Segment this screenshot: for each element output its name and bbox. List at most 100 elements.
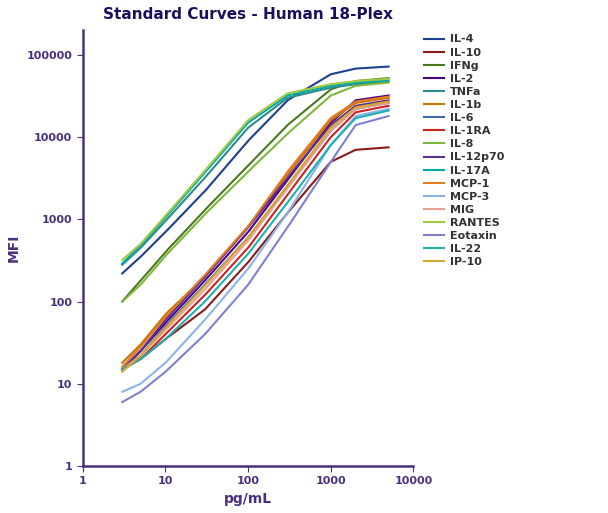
IL-1RA: [120, 366, 127, 372]
IP-10: [360, 103, 367, 109]
MIG: [277, 194, 285, 200]
MCP-1: [120, 363, 127, 369]
IL-1RA: [343, 118, 350, 124]
IL-8: [343, 86, 350, 92]
IL-10: [276, 220, 283, 226]
MCP-3: [343, 124, 350, 130]
IL-10: [277, 218, 285, 224]
MCP-3: [385, 106, 392, 112]
IL-12p70: [276, 184, 283, 190]
IP-10: [277, 191, 285, 198]
IL-17A: [343, 81, 350, 87]
IL-2: [120, 365, 127, 371]
IL-22: [120, 366, 127, 372]
IL-2: [276, 187, 283, 193]
IL-22: [276, 209, 283, 215]
Eotaxin: [385, 113, 392, 119]
RANTES: [343, 79, 350, 85]
MIG: [360, 104, 367, 110]
IL-6: [276, 193, 283, 200]
MCP-1: [343, 105, 350, 111]
MIG: [282, 188, 289, 194]
IFNg: [277, 129, 285, 135]
IL-10: [120, 366, 127, 372]
IL-17A: [119, 261, 126, 267]
IL-22: [282, 203, 289, 209]
MCP-1: [282, 172, 289, 178]
X-axis label: pg/mL: pg/mL: [224, 492, 272, 506]
IL-1b: [282, 174, 289, 181]
Title: Standard Curves - Human 18-Plex: Standard Curves - Human 18-Plex: [103, 7, 393, 22]
TNFa: [120, 261, 127, 267]
Line: IL-22: IL-22: [122, 111, 389, 369]
Line: Eotaxin: Eotaxin: [122, 116, 389, 402]
IL-6: [282, 187, 289, 193]
Y-axis label: MFI: MFI: [7, 234, 21, 262]
IL-10: [282, 213, 289, 219]
Line: RANTES: RANTES: [122, 79, 389, 260]
IP-10: [119, 369, 126, 375]
IL-12p70: [343, 110, 350, 116]
RANTES: [282, 92, 289, 98]
Eotaxin: [276, 235, 283, 242]
MCP-1: [277, 178, 285, 184]
IL-1b: [276, 182, 283, 188]
IFNg: [276, 130, 283, 136]
IL-6: [277, 192, 285, 199]
Line: IL-1b: IL-1b: [122, 98, 389, 363]
Line: IL-2: IL-2: [122, 95, 389, 369]
MCP-1: [385, 93, 392, 100]
IL-22: [385, 108, 392, 114]
IL-4: [282, 100, 289, 106]
IL-2: [343, 105, 350, 111]
IL-6: [360, 104, 367, 110]
IL-12p70: [120, 365, 127, 371]
Line: IL-17A: IL-17A: [122, 81, 389, 264]
IL-12p70: [277, 183, 285, 189]
IL-2: [277, 186, 285, 192]
IP-10: [276, 192, 283, 199]
RANTES: [360, 77, 367, 84]
IL-6: [343, 114, 350, 120]
IL-10: [360, 146, 367, 152]
IL-8: [120, 298, 127, 304]
IL-12p70: [385, 97, 392, 103]
IL-8: [119, 299, 126, 305]
IP-10: [120, 368, 127, 374]
MIG: [276, 195, 283, 202]
Eotaxin: [282, 228, 289, 234]
IL-1RA: [277, 201, 285, 207]
IL-10: [385, 144, 392, 150]
Line: TNFa: TNFa: [122, 82, 389, 265]
IL-2: [282, 180, 289, 186]
IL-4: [119, 270, 126, 277]
Line: IL-1RA: IL-1RA: [122, 106, 389, 369]
MCP-3: [282, 213, 289, 219]
IL-1RA: [276, 202, 283, 208]
IL-6: [385, 100, 392, 106]
IL-1RA: [360, 108, 367, 114]
IL-4: [385, 64, 392, 70]
Line: MCP-1: MCP-1: [122, 96, 389, 367]
IL-1RA: [385, 103, 392, 109]
IL-22: [360, 113, 367, 120]
IL-12p70: [282, 177, 289, 184]
IL-8: [277, 137, 285, 143]
RANTES: [120, 256, 127, 262]
IL-17A: [276, 97, 283, 104]
IL-2: [119, 366, 126, 372]
Legend: IL-4, IL-10, IFNg, IL-2, TNFa, IL-1b, IL-6, IL-1RA, IL-8, IL-12p70, IL-17A, MCP-: IL-4, IL-10, IFNg, IL-2, TNFa, IL-1b, IL…: [420, 30, 509, 272]
IFNg: [282, 124, 289, 130]
IL-4: [276, 105, 283, 111]
RANTES: [276, 95, 283, 102]
TNFa: [360, 81, 367, 87]
TNFa: [343, 82, 350, 88]
TNFa: [385, 78, 392, 85]
IL-2: [385, 92, 392, 98]
IFNg: [343, 81, 350, 87]
Line: IP-10: IP-10: [122, 102, 389, 372]
IL-17A: [277, 97, 285, 103]
MCP-3: [277, 220, 285, 226]
IL-4: [277, 104, 285, 110]
Eotaxin: [277, 234, 285, 240]
